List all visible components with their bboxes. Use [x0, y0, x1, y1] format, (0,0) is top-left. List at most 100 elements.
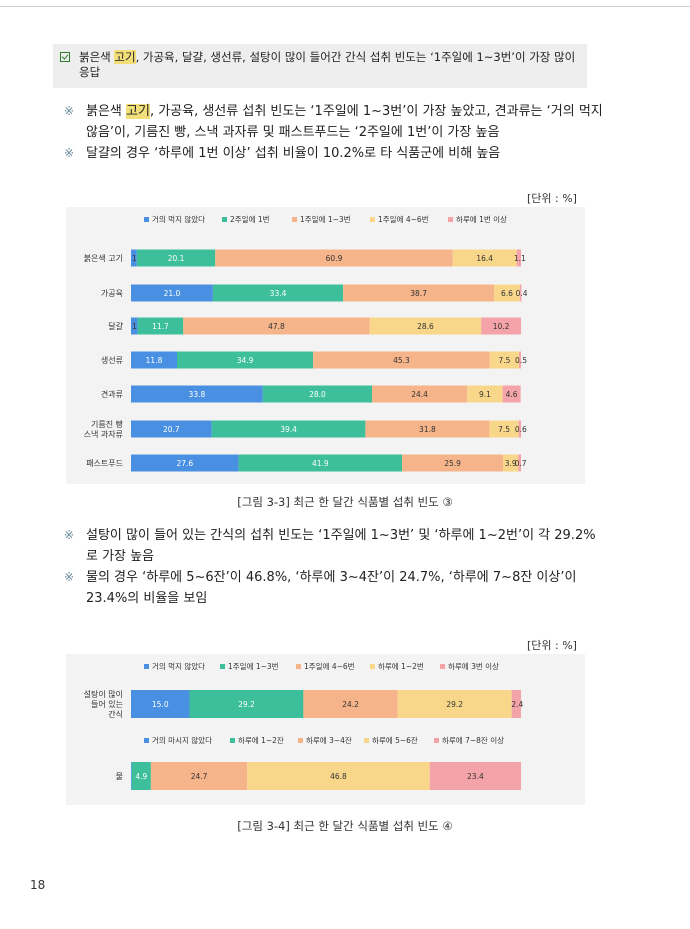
bar-segment — [397, 690, 512, 718]
data-label: 24.2 — [342, 700, 359, 709]
data-label: 24.7 — [191, 772, 208, 781]
data-label: 7.5 — [498, 356, 510, 365]
bullet-item: ※ 달걀의 경우 ‘하루에 1번 이상’ 섭취 비율이 10.2%로 타 식품군… — [64, 143, 604, 164]
reference-mark-icon: ※ — [64, 528, 75, 542]
category-label: 들어 있는 — [91, 699, 123, 709]
bar-segment — [131, 385, 263, 403]
bar-segment — [481, 317, 521, 335]
data-label: 0.4 — [516, 289, 528, 298]
data-label: 3.9 — [505, 459, 517, 468]
bar-segment — [137, 317, 184, 335]
legend3-swatch — [434, 738, 439, 743]
bar-segment — [131, 317, 138, 335]
bar-segment — [131, 762, 151, 790]
bullet-item: ※ 설탕이 많이 들어 있는 간식의 섭취 빈도는 ‘1주일에 1~3번’ 및 … — [64, 525, 604, 567]
data-label: 1.1 — [514, 254, 526, 263]
data-label: 41.9 — [312, 459, 329, 468]
data-label: 39.4 — [280, 425, 297, 434]
data-label: 11.8 — [146, 356, 163, 365]
category-label: 가공육 — [101, 289, 123, 298]
bar-segment — [313, 351, 490, 369]
bullet-list-2: ※ 설탕이 많이 들어 있는 간식의 섭취 빈도는 ‘1주일에 1~3번’ 및 … — [64, 525, 604, 609]
data-label: 0.6 — [515, 425, 527, 434]
data-label: 33.8 — [189, 390, 206, 399]
data-label: 15.0 — [152, 700, 169, 709]
legend1-label: 거의 먹지 않았다 — [152, 214, 205, 224]
data-label: 20.7 — [163, 425, 180, 434]
legend3-label: 하루에 1~2잔 — [238, 735, 284, 745]
unit-label: [단위 : %] — [527, 192, 577, 205]
bar-segment — [402, 454, 504, 472]
bar-segment — [215, 249, 453, 267]
legend3-swatch — [144, 738, 149, 743]
page-number: 18 — [30, 878, 46, 892]
legend2-label: 거의 먹지 않았다 — [152, 661, 205, 671]
legend1-label: 하루에 1번 이상 — [456, 214, 507, 224]
reference-mark-icon: ※ — [64, 146, 75, 160]
data-label: 29.2 — [238, 700, 255, 709]
data-label: 21.0 — [164, 289, 181, 298]
legend3-swatch — [298, 738, 303, 743]
legend2-swatch — [296, 664, 301, 669]
data-label: 4.6 — [506, 390, 518, 399]
legend1-swatch — [144, 217, 149, 222]
bar-segment — [429, 762, 521, 790]
data-label: 45.3 — [393, 356, 410, 365]
legend3-label: 하루에 3~4잔 — [306, 735, 352, 745]
legend3-swatch — [364, 738, 369, 743]
category-label: 패스트푸드 — [86, 458, 123, 468]
category-label: 간식 — [108, 709, 123, 719]
bar-segment — [183, 317, 370, 335]
data-label: 29.2 — [446, 700, 463, 709]
data-label: 6.6 — [501, 289, 513, 298]
legend1-swatch — [292, 217, 297, 222]
category-label: 기름진 빵 — [91, 419, 124, 429]
legend2-swatch — [440, 664, 445, 669]
bar-segment — [365, 420, 490, 438]
data-label: 20.1 — [168, 254, 185, 263]
data-label: 34.9 — [237, 356, 254, 365]
data-label: 9.1 — [479, 390, 491, 399]
legend3-swatch — [230, 738, 235, 743]
data-label: 31.8 — [419, 425, 436, 434]
bar-segment — [131, 420, 212, 438]
data-label: 2.4 — [511, 700, 523, 709]
stacked-bar-chart-1: 거의 먹지 않았다 2주일에 1번 1주일에 1~3번 1주일에 4~6번 하루에 1번… — [84, 214, 528, 472]
bar-segment — [303, 690, 398, 718]
data-label: 11.7 — [152, 322, 169, 331]
data-label: 24.4 — [411, 390, 428, 399]
legend2-swatch — [144, 664, 149, 669]
checkbox-icon — [60, 52, 70, 62]
bar-segment — [372, 385, 468, 403]
data-label: 4.9 — [135, 772, 147, 781]
category-label: 설탕이 많이 — [84, 689, 123, 699]
data-label: 28.0 — [309, 390, 326, 399]
bullet-list-1: ※ 붉은색 고기, 가공육, 생선류 섭취 빈도는 ‘1주일에 1~3번’이 가… — [64, 101, 604, 164]
bar-segment — [494, 284, 520, 302]
bar-segment — [489, 420, 519, 438]
category-label: 생선류 — [101, 355, 123, 365]
legend3-label: 하루에 5~6잔 — [372, 735, 418, 745]
bar-segment — [131, 762, 132, 790]
legend2-label: 하루에 3번 이상 — [448, 661, 499, 671]
bar-segment — [150, 762, 248, 790]
bar-segment — [131, 351, 178, 369]
data-label: 28.6 — [417, 322, 434, 331]
legend3-label: 하루에 7~8잔 이상 — [442, 735, 504, 745]
legend1-label: 1주일에 1~3번 — [300, 215, 351, 224]
summary-text: 붉은색 고기, 가공육, 달걀, 생선류, 설탕이 많이 들어간 간식 섭취 빈… — [79, 50, 576, 79]
legend1-label: 1주일에 4~6번 — [378, 215, 429, 224]
category-label: 견과류 — [101, 389, 123, 399]
legend2-swatch — [220, 664, 225, 669]
legend2-label: 1주일에 1~3번 — [228, 662, 279, 671]
bar-segment — [467, 385, 503, 403]
bar-segment — [189, 690, 304, 718]
bar-segment — [519, 351, 521, 369]
bar-segment — [511, 690, 521, 718]
legend2-label: 1주일에 4~6번 — [304, 662, 355, 671]
data-label: 0.5 — [515, 356, 527, 365]
legend2-label: 하루에 1~2번 — [378, 661, 424, 671]
bar-segment — [518, 420, 521, 438]
figure-caption-2: [그림 3-4] 최근 한 달간 식품별 섭취 빈도 ④ — [237, 819, 453, 833]
reference-mark-icon: ※ — [64, 104, 75, 118]
